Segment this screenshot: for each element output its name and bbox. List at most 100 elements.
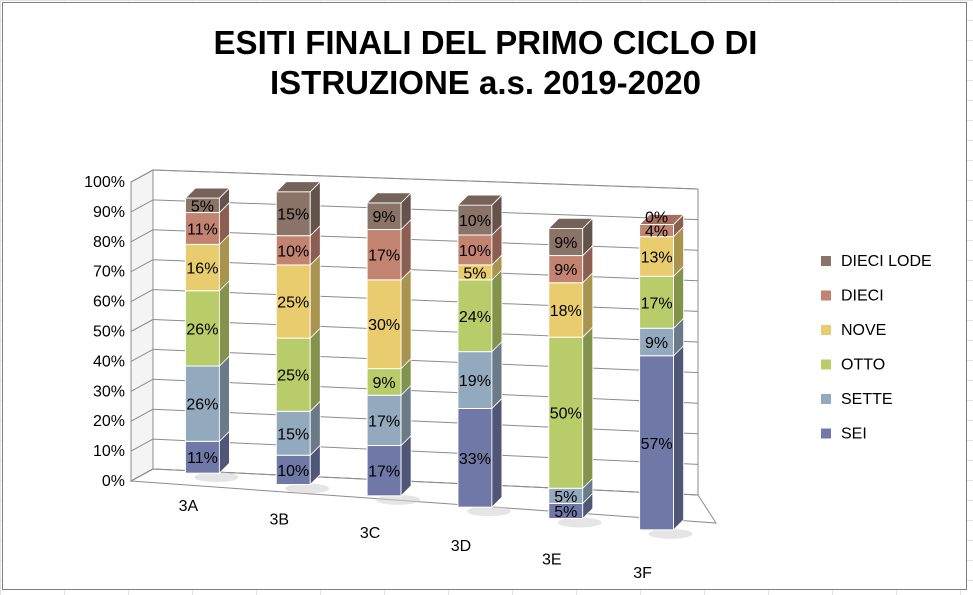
data-label: 15% bbox=[277, 426, 309, 443]
gridline-side bbox=[130, 348, 154, 362]
y-tick-label: 40% bbox=[93, 353, 125, 370]
back-wall bbox=[152, 169, 699, 496]
bar-shadow bbox=[466, 506, 511, 517]
data-label: 17% bbox=[368, 413, 400, 430]
gridline-side bbox=[130, 468, 154, 482]
legend-item: DIECI LODE bbox=[821, 253, 932, 270]
bar-column-3E: 5%5% 50% 18% 9% 9% bbox=[547, 217, 602, 528]
data-label: 9% bbox=[554, 235, 577, 252]
data-label: 57% bbox=[641, 436, 673, 453]
bar-segment bbox=[457, 204, 493, 236]
y-tick-label: 0% bbox=[102, 473, 125, 490]
bar-top bbox=[366, 192, 413, 204]
bar-segment bbox=[639, 355, 675, 531]
gridline bbox=[152, 438, 699, 465]
legend-swatch bbox=[821, 394, 831, 404]
bar-top bbox=[275, 181, 322, 193]
bar-column-3F: 57% 9% 17% 13% 4%0% bbox=[638, 209, 693, 539]
bar-segment-side bbox=[491, 340, 503, 410]
gridline-side bbox=[130, 229, 154, 243]
bar-segment bbox=[366, 394, 402, 447]
bar-segment bbox=[275, 264, 311, 339]
legend-item: NOVE bbox=[821, 322, 886, 339]
bar-segment bbox=[548, 336, 584, 489]
gridline bbox=[152, 289, 699, 312]
bar-segment-side bbox=[491, 268, 503, 353]
data-label: 10% bbox=[277, 243, 309, 260]
data-label: 5% bbox=[191, 198, 214, 215]
bar-segment-side bbox=[219, 279, 230, 367]
bar-segment-side bbox=[400, 268, 412, 370]
bar-top bbox=[456, 194, 503, 206]
bar-segment bbox=[548, 255, 584, 284]
data-label: 10% bbox=[459, 243, 491, 260]
bar-shadow bbox=[557, 517, 602, 528]
data-label: 5% bbox=[463, 265, 486, 282]
legend-swatch bbox=[821, 256, 831, 266]
legend-item: SEI bbox=[821, 426, 867, 443]
data-label: 11% bbox=[187, 221, 218, 238]
data-label: 18% bbox=[550, 303, 582, 320]
gridline bbox=[152, 259, 699, 282]
legend-label: DIECI LODE bbox=[841, 253, 932, 270]
gridline bbox=[152, 199, 699, 221]
x-tick-label: 3A bbox=[179, 498, 199, 515]
legend-item: DIECI bbox=[821, 288, 884, 305]
y-axis: 0% 10% 20% 30% 40% 50% 60% 70% 80% 90% 100% bbox=[84, 174, 132, 490]
bar-shadow bbox=[648, 528, 693, 539]
gridline bbox=[152, 378, 699, 404]
data-label: 5% bbox=[554, 504, 577, 521]
bar-segment-side bbox=[309, 253, 321, 340]
data-label: 26% bbox=[186, 397, 218, 414]
gridline-side bbox=[130, 289, 154, 303]
chart-title-line-1: ESITI FINALI DEL PRIMO CICLO DI bbox=[213, 24, 758, 61]
chart-title-line-2: ISTRUZIONE a.s. 2019-2020 bbox=[269, 64, 702, 101]
legend: DIECI LODE DIECI NOVE OTTO SETTE SEI bbox=[821, 253, 932, 443]
gridline bbox=[152, 169, 699, 190]
bar-segment-side bbox=[491, 397, 503, 509]
bar-segment-side bbox=[582, 326, 594, 490]
data-label: 19% bbox=[459, 373, 491, 390]
data-label: 10% bbox=[277, 463, 309, 480]
data-label: 25% bbox=[277, 368, 309, 385]
gridline-side bbox=[130, 438, 154, 452]
data-label: 17% bbox=[368, 464, 400, 481]
data-label: 24% bbox=[459, 309, 491, 326]
data-label: 0% bbox=[645, 209, 668, 226]
legend-swatch bbox=[821, 359, 831, 370]
gridline-side bbox=[130, 378, 154, 392]
bar-segment bbox=[366, 202, 402, 231]
data-label: 9% bbox=[645, 335, 668, 352]
y-tick-label: 10% bbox=[93, 443, 125, 460]
bar-segment bbox=[184, 212, 220, 245]
x-tick-label: 3F bbox=[633, 565, 652, 582]
bar-segment bbox=[184, 440, 220, 474]
x-tick-label: 3C bbox=[360, 525, 380, 542]
bar-segment bbox=[457, 407, 493, 508]
data-label: 15% bbox=[277, 207, 309, 224]
gridline-side bbox=[130, 199, 154, 213]
bar-segment bbox=[275, 410, 311, 456]
bar-column-3B: 10% 15% 25% 25% 10% 15% bbox=[275, 180, 330, 494]
bar-segment bbox=[275, 235, 311, 266]
y-tick-label: 50% bbox=[93, 324, 125, 341]
bar-segment-side bbox=[673, 265, 684, 330]
x-tick-label: 3D bbox=[451, 538, 471, 555]
bar-top bbox=[184, 187, 231, 199]
gridline bbox=[152, 348, 699, 374]
x-axis: 3A 3B 3C 3D 3E 3F bbox=[179, 498, 653, 582]
x-tick-label: 3B bbox=[269, 512, 289, 529]
bar-segment bbox=[184, 243, 220, 292]
y-tick-label: 90% bbox=[93, 204, 125, 221]
data-label: 5% bbox=[554, 489, 577, 506]
y-tick-label: 80% bbox=[93, 234, 125, 251]
bar-segment bbox=[184, 290, 220, 367]
bar-segment bbox=[366, 229, 402, 281]
bar-segment bbox=[366, 368, 402, 396]
data-label: 10% bbox=[459, 213, 491, 230]
x-tick-label: 3E bbox=[542, 552, 562, 569]
gridline bbox=[152, 229, 699, 251]
data-label: 4% bbox=[645, 224, 668, 241]
data-label: 16% bbox=[186, 261, 218, 278]
